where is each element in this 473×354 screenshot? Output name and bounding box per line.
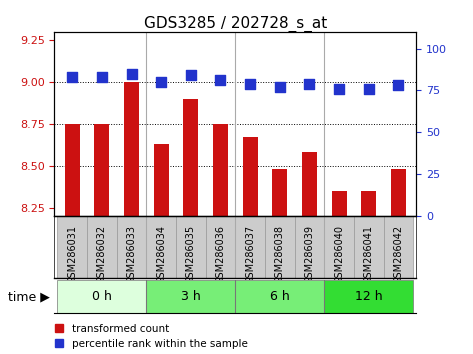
Point	[217, 78, 224, 83]
Bar	[236, 280, 324, 313]
Point	[158, 79, 165, 85]
Legend: transformed count, percentile rank within the sample: transformed count, percentile rank withi…	[55, 324, 247, 349]
Text: GSM286031: GSM286031	[67, 225, 77, 284]
Point	[365, 86, 373, 92]
Text: GSM286033: GSM286033	[126, 225, 137, 284]
Bar	[265, 216, 295, 278]
Text: GSM286042: GSM286042	[394, 225, 403, 284]
Point	[276, 84, 284, 90]
Point	[98, 74, 105, 80]
Bar	[124, 82, 139, 216]
Bar	[176, 216, 206, 278]
Point	[246, 81, 254, 87]
Bar	[117, 216, 146, 278]
Text: 6 h: 6 h	[270, 290, 289, 303]
Bar	[354, 216, 384, 278]
Point	[69, 74, 76, 80]
Bar	[236, 216, 265, 278]
Text: GSM286034: GSM286034	[156, 225, 166, 284]
Bar	[213, 124, 228, 216]
Bar	[361, 191, 376, 216]
Point	[394, 82, 402, 88]
Bar	[65, 124, 79, 216]
Text: 0 h: 0 h	[92, 290, 112, 303]
Point	[187, 73, 194, 78]
Bar	[95, 124, 109, 216]
Bar	[206, 216, 236, 278]
Bar	[57, 280, 146, 313]
Text: GSM286040: GSM286040	[334, 225, 344, 284]
Text: GSM286035: GSM286035	[186, 225, 196, 284]
Point	[306, 81, 313, 87]
Text: time ▶: time ▶	[8, 290, 50, 303]
Text: GSM286032: GSM286032	[97, 225, 107, 284]
Bar	[324, 280, 413, 313]
Point	[128, 71, 135, 76]
Text: GSM286037: GSM286037	[245, 225, 255, 284]
Text: GSM286038: GSM286038	[275, 225, 285, 284]
Bar	[324, 216, 354, 278]
Text: GSM286036: GSM286036	[216, 225, 226, 284]
Text: GSM286041: GSM286041	[364, 225, 374, 284]
Bar	[154, 144, 168, 216]
Bar	[243, 137, 258, 216]
Bar	[332, 191, 347, 216]
Bar	[184, 99, 198, 216]
Text: 3 h: 3 h	[181, 290, 201, 303]
Bar	[295, 216, 324, 278]
Bar	[272, 169, 287, 216]
Bar	[384, 216, 413, 278]
Bar	[391, 169, 406, 216]
Title: GDS3285 / 202728_s_at: GDS3285 / 202728_s_at	[144, 16, 327, 32]
Text: GSM286039: GSM286039	[305, 225, 315, 284]
Point	[335, 86, 343, 92]
Bar	[302, 152, 317, 216]
Bar	[87, 216, 117, 278]
Bar	[146, 280, 236, 313]
Bar	[57, 216, 87, 278]
Bar	[146, 216, 176, 278]
Text: 12 h: 12 h	[355, 290, 383, 303]
